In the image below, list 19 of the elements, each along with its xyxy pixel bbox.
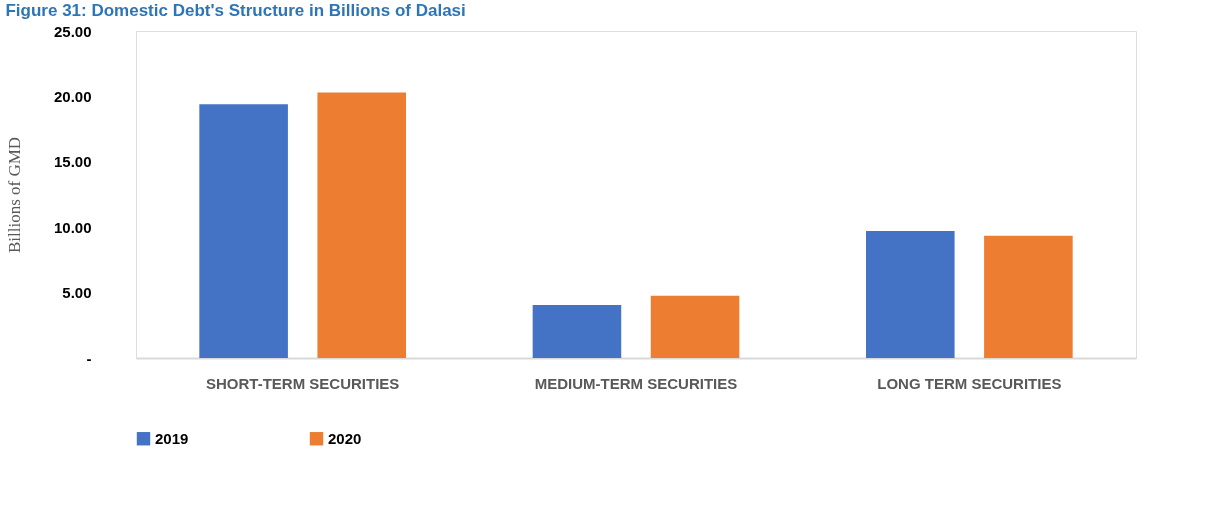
x-tick-label: SHORT-TERM SECURITIES	[205, 374, 400, 392]
bar	[199, 104, 288, 358]
bar	[984, 235, 1073, 358]
bar	[866, 231, 955, 358]
y-tick-label: 25.00	[53, 22, 92, 40]
legend-label: 2019	[155, 429, 189, 447]
legend-label: 2020	[328, 429, 362, 447]
y-tick-label: -	[86, 349, 92, 367]
chart-title: Figure 31: Domestic Debt's Structure in Billions of Dalasi	[5, 1, 466, 20]
x-tick-label: LONG TERM SECURITIES	[877, 374, 1062, 392]
y-tick-label: 10.00	[53, 218, 92, 236]
y-tick-label: 20.00	[53, 87, 92, 105]
y-tick-label: 5.00	[62, 284, 92, 302]
y-tick-label: 15.00	[53, 153, 92, 171]
y-axis-title: Billions of GMD	[4, 136, 24, 254]
x-tick-label: MEDIUM-TERM SECURITIES	[534, 374, 738, 392]
bar	[532, 305, 622, 358]
bar	[317, 92, 406, 358]
bar	[650, 295, 740, 358]
